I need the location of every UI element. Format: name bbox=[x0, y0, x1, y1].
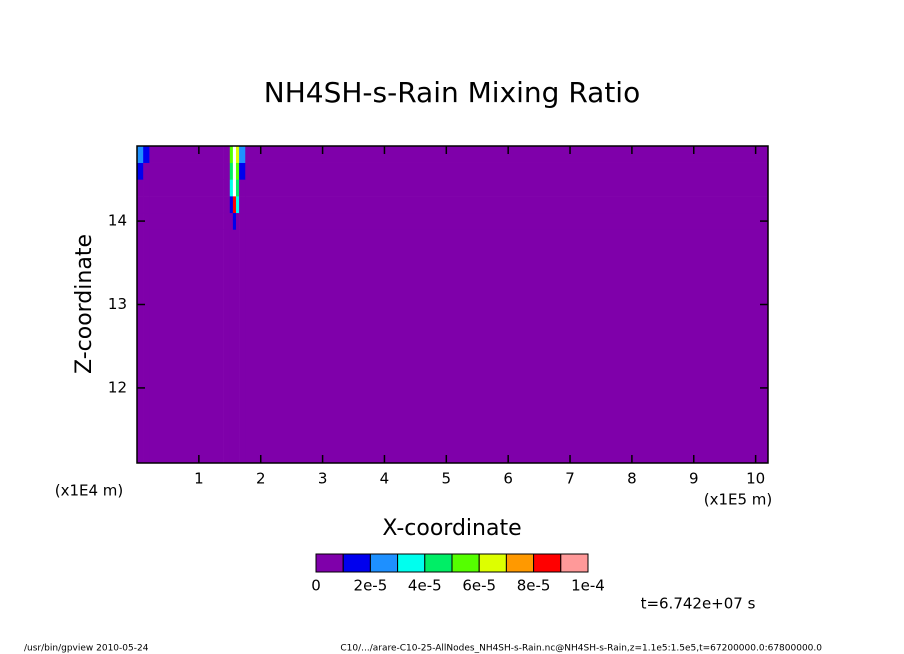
colorbar-box bbox=[560, 553, 589, 573]
x-tick-label: 9 bbox=[689, 470, 699, 488]
field-cell bbox=[245, 179, 769, 197]
field-cell bbox=[235, 179, 240, 197]
time-label: t=6.742e+07 s bbox=[641, 595, 756, 613]
field-cell bbox=[137, 146, 144, 163]
field-cell bbox=[143, 212, 150, 230]
y-tick-label: 12 bbox=[108, 378, 127, 396]
field-cell bbox=[143, 196, 150, 214]
colorbar-tick-label: 2e-5 bbox=[354, 577, 388, 595]
colorbar-box bbox=[424, 553, 453, 573]
field-cell bbox=[143, 146, 150, 163]
field-cell bbox=[229, 146, 234, 163]
field-cell bbox=[229, 229, 234, 464]
colorbar-box bbox=[478, 553, 507, 573]
x-tick-label: 6 bbox=[503, 470, 513, 488]
field-cell bbox=[143, 179, 150, 197]
colorbar-tick-label: 8e-5 bbox=[517, 577, 551, 595]
field-cell bbox=[143, 162, 150, 180]
field-cell bbox=[149, 196, 224, 214]
colorbar-box bbox=[369, 553, 399, 573]
field-cell bbox=[245, 229, 769, 464]
field-cell bbox=[137, 196, 144, 214]
field-cell bbox=[223, 179, 231, 197]
field-cell bbox=[229, 162, 234, 180]
field-cell bbox=[232, 179, 237, 197]
colorbar-box bbox=[505, 553, 535, 573]
field-cell bbox=[245, 212, 769, 230]
colorbar-box bbox=[397, 553, 426, 573]
field-cell bbox=[232, 229, 237, 464]
field-cell bbox=[232, 146, 237, 163]
field-cell bbox=[232, 212, 237, 230]
x-tick-label: 8 bbox=[627, 470, 637, 488]
field-cell bbox=[223, 229, 231, 464]
field-cell bbox=[143, 229, 150, 464]
field-cell bbox=[239, 196, 246, 214]
field-cell bbox=[235, 212, 240, 230]
chart-title: NH4SH-s-Rain Mixing Ratio bbox=[264, 76, 640, 109]
field-cell bbox=[137, 229, 144, 464]
x-axis-label: X-coordinate bbox=[382, 516, 521, 541]
field-cell bbox=[137, 162, 144, 180]
colorbar-box bbox=[315, 553, 344, 573]
field-cell bbox=[149, 229, 224, 464]
y-tick-label: 14 bbox=[108, 212, 127, 230]
y-tick-label: 13 bbox=[108, 295, 127, 313]
field-cell bbox=[235, 229, 240, 464]
field-cell bbox=[239, 146, 246, 163]
x-unit: (x1E5 m) bbox=[704, 491, 773, 509]
field-cell bbox=[149, 162, 224, 180]
x-tick-label: 10 bbox=[746, 470, 765, 488]
colorbar-tick-label: 6e-5 bbox=[462, 577, 496, 595]
field-cell bbox=[137, 179, 144, 197]
field-cell bbox=[223, 146, 231, 163]
x-tick-label: 4 bbox=[380, 470, 390, 488]
field-cell bbox=[235, 196, 240, 214]
field-cell bbox=[232, 196, 237, 214]
field-cell bbox=[223, 196, 231, 214]
field-cell bbox=[149, 179, 224, 197]
footer-left: /usr/bin/gpview 2010-05-24 bbox=[24, 644, 149, 654]
field-cell bbox=[223, 212, 231, 230]
field-cell bbox=[239, 229, 246, 464]
field-cell bbox=[223, 162, 231, 180]
x-tick-label: 7 bbox=[565, 470, 575, 488]
colorbar-box bbox=[342, 553, 371, 573]
field-cell bbox=[229, 179, 234, 197]
y-axis-label: Z-coordinate bbox=[72, 234, 97, 374]
field-cell bbox=[245, 196, 769, 214]
field-cell bbox=[245, 146, 769, 163]
footer-right: C10/.../arare-C10-25-AllNodes_NH4SH-s-Ra… bbox=[340, 644, 822, 654]
field-cell bbox=[149, 146, 224, 163]
colorbar-tick-label: 1e-4 bbox=[571, 577, 605, 595]
field-cell bbox=[232, 162, 237, 180]
y-unit: (x1E4 m) bbox=[55, 482, 124, 500]
field-cell bbox=[149, 212, 224, 230]
field-cell bbox=[235, 162, 240, 180]
field-cell bbox=[229, 212, 234, 230]
field-cell bbox=[239, 179, 246, 197]
field-cell bbox=[239, 162, 246, 180]
field-cell bbox=[245, 162, 769, 180]
colorbar-tick-label: 4e-5 bbox=[408, 577, 442, 595]
x-tick-label: 5 bbox=[442, 470, 452, 488]
colorbar-tick-label: 0 bbox=[311, 577, 321, 595]
x-tick-label: 1 bbox=[194, 470, 204, 488]
field-cell bbox=[235, 146, 240, 163]
x-tick-label: 3 bbox=[318, 470, 328, 488]
field-cell bbox=[229, 196, 234, 214]
field-cell bbox=[239, 212, 246, 230]
x-tick-label: 2 bbox=[256, 470, 266, 488]
colorbar-box bbox=[451, 553, 480, 573]
colorbar-box bbox=[533, 553, 562, 573]
